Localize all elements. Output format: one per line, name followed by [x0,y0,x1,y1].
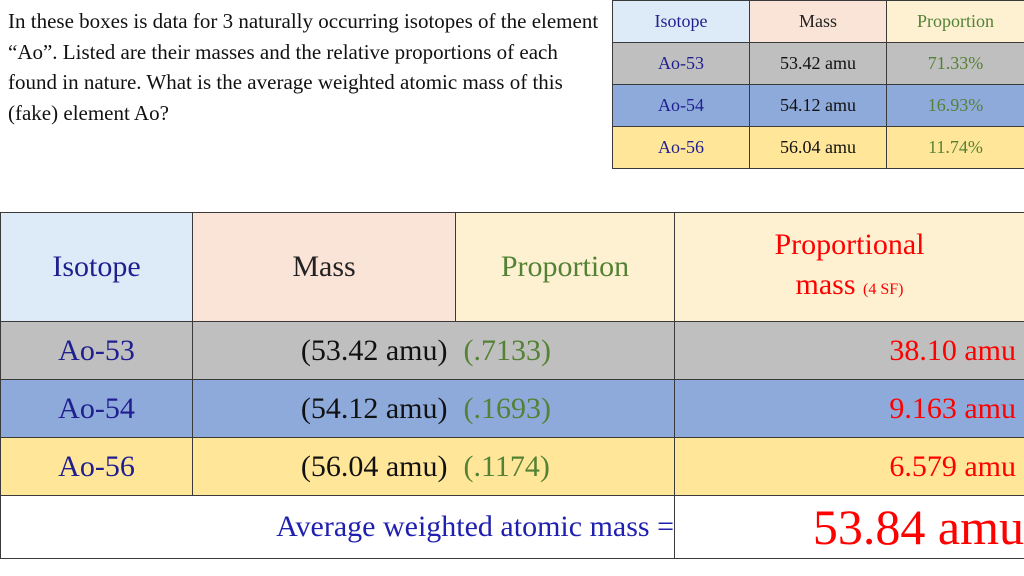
calc-table-header: Isotope Mass Proportion Proportional mas… [0,212,1024,322]
proportion-cell: 11.74% [886,126,1024,169]
header-proportional-mass: Proportional mass (4 SF) [674,212,1024,322]
header-proportion: Proportion [886,0,1024,43]
mass-cell: 53.42 amu [749,42,887,85]
isotope-cell: Ao-53 [612,42,750,85]
sig-fig-note: (4 SF) [863,280,904,298]
mass-cell: (56.04 amu) [192,437,456,496]
header-isotope: Isotope [0,212,193,322]
header-proportion: Proportion [455,212,675,322]
isotope-cell: Ao-54 [0,379,193,438]
table-row: Ao-53 53.42 amu 71.33% [612,42,1024,85]
proportion-cell: (.1693) [455,379,675,438]
mass-cell: (53.42 amu) [192,321,456,380]
average-value: 53.84 amu [674,495,1024,559]
isotope-cell: Ao-56 [0,437,193,496]
mass-cell: 56.04 amu [749,126,887,169]
data-table-small: Isotope Mass Proportion Ao-53 53.42 amu … [612,0,1024,169]
proportional-mass-cell: 9.163 amu [674,379,1024,438]
table-row: Ao-54 (54.12 amu) (.1693) 9.163 amu [0,379,1024,438]
average-label: Average weighted atomic mass = [0,495,675,559]
average-row: Average weighted atomic mass = 53.84 amu [0,495,1024,559]
table-row: Ao-56 56.04 amu 11.74% [612,126,1024,169]
isotope-cell: Ao-53 [0,321,193,380]
question-text: In these boxes is data for 3 naturally o… [8,9,599,125]
header-mass: Mass [749,0,887,43]
header-proportional-mass-line2: mass [795,267,856,301]
proportional-mass-cell: 6.579 amu [674,437,1024,496]
calculation-table: Isotope Mass Proportion Proportional mas… [0,212,1024,559]
header-mass: Mass [192,212,456,322]
mass-cell: 54.12 amu [749,84,887,127]
isotope-cell: Ao-56 [612,126,750,169]
proportional-mass-cell: 38.10 amu [674,321,1024,380]
proportion-cell: 16.93% [886,84,1024,127]
proportion-cell: (.7133) [455,321,675,380]
proportion-cell: 71.33% [886,42,1024,85]
proportion-cell: (.1174) [455,437,675,496]
table-row: Ao-54 54.12 amu 16.93% [612,84,1024,127]
table-row: Ao-56 (56.04 amu) (.1174) 6.579 amu [0,437,1024,496]
mass-cell: (54.12 amu) [192,379,456,438]
isotope-cell: Ao-54 [612,84,750,127]
header-isotope: Isotope [612,0,750,43]
table-row: Ao-53 (53.42 amu) (.7133) 38.10 amu [0,321,1024,380]
header-proportional-mass-line1: Proportional [774,227,925,261]
small-table-header: Isotope Mass Proportion [612,0,1024,43]
